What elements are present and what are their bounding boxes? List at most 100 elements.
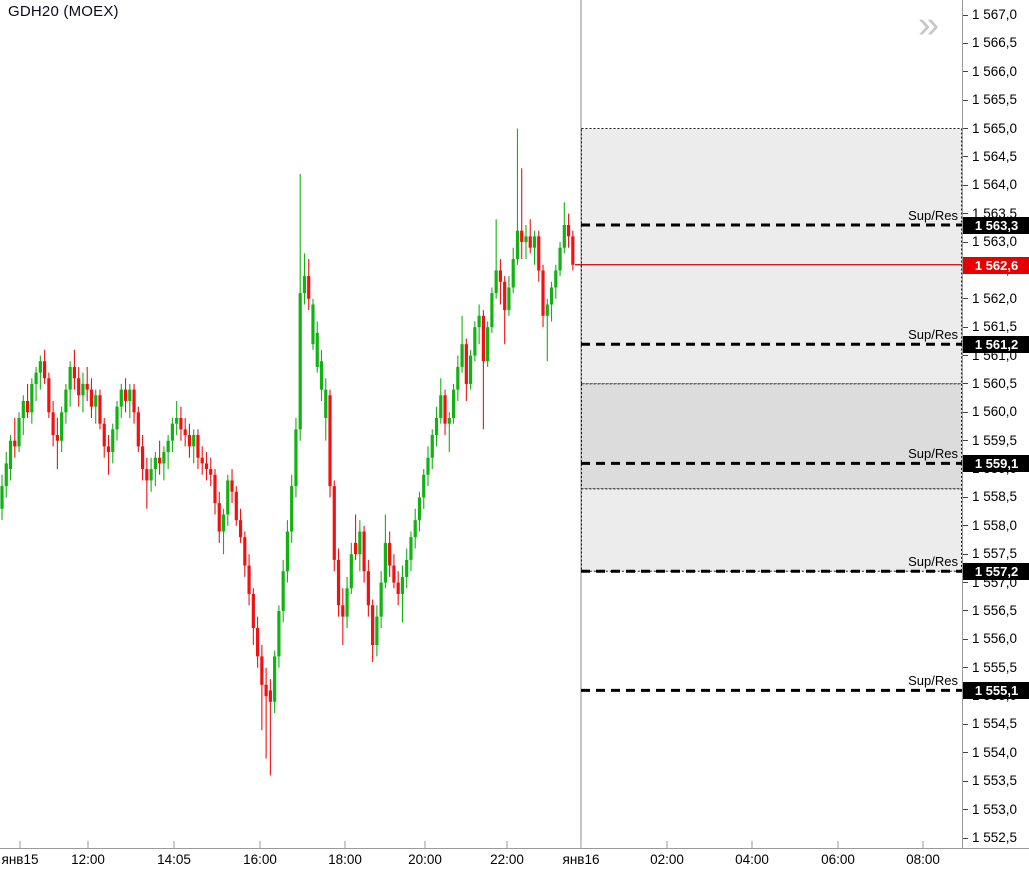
candle-body <box>311 304 315 345</box>
candle-body <box>486 327 490 362</box>
price-tick-label: 1 554,0 <box>972 744 1018 760</box>
candle-body <box>324 389 328 418</box>
candle-body <box>47 378 51 413</box>
candle-body <box>187 435 192 447</box>
candle-body <box>443 395 447 424</box>
candle-body <box>409 537 413 560</box>
candle-body <box>490 293 494 328</box>
candle-body <box>230 480 234 492</box>
price-tick <box>963 752 968 754</box>
candle-body <box>302 276 307 294</box>
price-tick <box>963 610 968 612</box>
sup-res-price-tag: 1 563,3 <box>963 217 1029 234</box>
time-tick-label: 02:00 <box>650 852 684 867</box>
candle-body <box>106 446 111 453</box>
sup-res-zone <box>581 488 962 572</box>
price-tick <box>963 496 968 498</box>
candle-body <box>388 542 392 566</box>
price-tick-label: 1 558,5 <box>972 489 1018 505</box>
candle-body <box>503 281 507 311</box>
price-tick <box>963 14 968 16</box>
sup-res-label: Sup/Res <box>908 208 958 223</box>
sup-res-zone <box>581 128 962 385</box>
candle-body <box>183 429 187 436</box>
candle-body <box>132 389 136 413</box>
price-tick-label: 1 556,0 <box>972 631 1018 647</box>
candle-body <box>511 259 515 288</box>
candle-body <box>21 400 25 418</box>
sup-res-label: Sup/Res <box>908 446 958 462</box>
price-tick <box>963 156 968 158</box>
candle-body <box>498 270 503 282</box>
candle-body <box>481 315 485 362</box>
candle-body <box>528 236 532 248</box>
candle-body <box>558 247 562 271</box>
candle-body <box>13 440 17 447</box>
price-tick <box>963 440 968 442</box>
candle-body <box>268 690 272 702</box>
price-tick-label: 1 559,5 <box>972 432 1018 448</box>
candle-body <box>307 276 311 299</box>
candle-body <box>341 605 345 617</box>
candle-body <box>507 287 511 311</box>
candle-body <box>243 537 247 566</box>
price-tick-label: 1 562,0 <box>972 290 1018 306</box>
candle-body <box>532 236 537 248</box>
candle-body <box>43 361 47 379</box>
price-tick <box>963 355 968 357</box>
price-tick <box>963 326 968 328</box>
candle-body <box>400 576 405 594</box>
candle-body <box>98 395 102 424</box>
candle-body <box>94 395 98 407</box>
candle-body <box>145 469 149 481</box>
price-axis[interactable]: 1 567,0 1 566,5 1 566,0 1 565,5 1 565,0 1 564… <box>962 0 1029 848</box>
price-tick-label: 1 567,0 <box>972 7 1018 22</box>
candle-body <box>115 406 119 430</box>
candle-body <box>4 463 8 487</box>
candle-body <box>77 378 81 396</box>
candle-body <box>277 610 281 657</box>
time-axis[interactable]: янв15 12:00 14:05 16:00 18:00 20:00 22:00 янв16… <box>0 848 1029 871</box>
candle-body <box>81 383 85 396</box>
price-tick-label: 1 566,5 <box>972 35 1018 51</box>
candle-body <box>38 361 42 373</box>
candle-body <box>140 446 145 470</box>
candle-body <box>226 480 230 515</box>
candle-body <box>179 417 183 430</box>
price-tick-label: 1 561,5 <box>972 319 1018 335</box>
candle-body <box>123 389 128 401</box>
collapse-panel-icon[interactable]: » <box>918 4 940 46</box>
price-tick <box>963 383 968 385</box>
candle-body <box>549 287 554 305</box>
price-tick <box>963 837 968 839</box>
candle-body <box>405 559 409 577</box>
price-tick <box>963 71 968 73</box>
candle-body <box>413 520 417 538</box>
price-tick-label: 1 555,5 <box>972 659 1018 675</box>
candle-body <box>469 355 473 384</box>
candle-body <box>375 616 379 646</box>
candle-body <box>464 344 468 384</box>
candle-body <box>456 366 460 390</box>
price-tick-label: 1 565,0 <box>972 120 1018 136</box>
price-tick <box>963 42 968 44</box>
candlestick-chart[interactable] <box>0 0 962 848</box>
time-tick-label: 16:00 <box>243 852 277 867</box>
candle-body <box>294 429 298 487</box>
candle-body <box>213 474 217 504</box>
candle-body <box>379 582 383 617</box>
candle-body <box>554 270 558 288</box>
candle-body <box>149 469 153 481</box>
time-tick-label: 08:00 <box>906 852 940 867</box>
candle-body <box>136 412 140 447</box>
candle-body <box>68 366 72 390</box>
candle-body <box>256 627 260 657</box>
candle-body <box>336 559 341 606</box>
price-tick-label: 1 560,5 <box>972 375 1018 391</box>
time-tick-label: 12:00 <box>71 852 105 867</box>
candle-body <box>72 366 77 379</box>
candle-body <box>170 423 174 441</box>
candle-body <box>298 293 302 430</box>
price-tick <box>963 667 968 669</box>
sup-res-price-tag: 1 555,1 <box>963 682 1029 700</box>
